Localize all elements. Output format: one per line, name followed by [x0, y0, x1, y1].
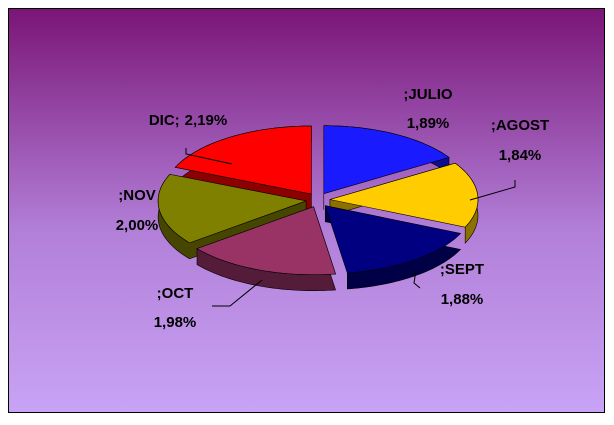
category-label: ;OCT — [157, 285, 194, 302]
data-label: DIC; 2,19% — [149, 112, 227, 129]
category-label: ;AGOST — [491, 117, 549, 134]
value-label: 2,19% — [185, 112, 228, 129]
slice — [323, 125, 450, 195]
slice — [157, 173, 308, 244]
leader-line — [212, 279, 263, 307]
value-label: 1,89% — [407, 115, 450, 132]
slice — [324, 205, 462, 274]
leader-line — [185, 148, 233, 165]
slice — [329, 162, 479, 228]
value-label: 2,00% — [116, 217, 159, 234]
leader-line — [413, 269, 421, 289]
pie — [157, 125, 479, 291]
slice — [174, 125, 312, 195]
category-label: ;JULIO — [403, 86, 453, 103]
slice — [196, 206, 336, 275]
labels: ;JULIO 1,89% ;AGOST 1,84% ;SEPT 1,88% ;OCT 1,98… — [116, 86, 549, 331]
category-label: ;NOV — [118, 187, 156, 204]
leader-line — [469, 180, 516, 201]
value-label: 1,84% — [499, 147, 542, 164]
value-label: 1,98% — [154, 314, 197, 331]
category-label: ;SEPT — [440, 261, 484, 278]
value-label: 1,88% — [441, 291, 484, 308]
category-label: DIC; — [149, 112, 180, 129]
